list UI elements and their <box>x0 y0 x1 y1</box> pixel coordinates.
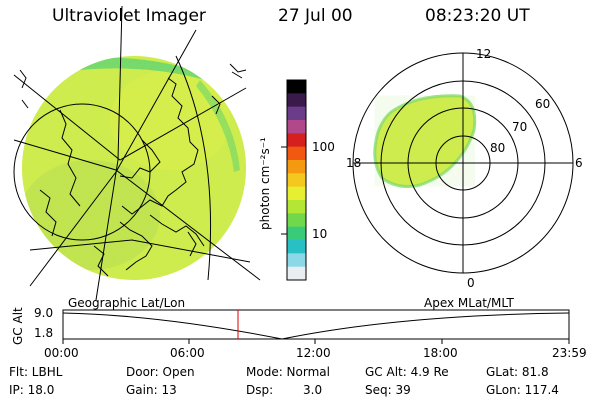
gc-alt-info: GC Alt: 4.9 Re <box>365 365 449 379</box>
colorbar-tick-100: 100 <box>312 140 335 154</box>
geographic-image <box>13 5 261 301</box>
filter-info: Flt: LBHL <box>9 365 63 379</box>
colorbar-cell <box>287 253 306 268</box>
gc-alt-axis-title: GC Alt <box>11 307 25 345</box>
colorbar-cell <box>287 133 306 148</box>
colorbar-cell <box>287 266 306 281</box>
colorbar <box>281 79 307 281</box>
mlat-label-60: 60 <box>535 97 551 111</box>
mlat-label-70: 70 <box>512 120 528 134</box>
dsp-label: Dsp: <box>246 383 274 397</box>
dsp-value: 3.0 <box>303 383 323 397</box>
geographic-label: Geographic Lat/Lon <box>68 296 186 310</box>
colorbar-cell <box>287 213 306 228</box>
y-tick-9: 9.0 <box>34 306 54 320</box>
coastlines <box>39 77 221 277</box>
x-tick-1200: 12:00 <box>296 346 331 360</box>
x-tick-0000: 00:00 <box>44 346 79 360</box>
mlt-label-18: 18 <box>346 156 362 170</box>
observation-time: 08:23:20 UT <box>425 6 530 26</box>
seq-info: Seq: 39 <box>365 383 411 397</box>
colorbar-cell <box>287 106 306 121</box>
apex-label: Apex MLat/MLT <box>424 296 514 310</box>
colorbar-cell <box>287 173 306 188</box>
colorbar-cell <box>287 200 306 214</box>
colorbar-cell <box>287 240 306 254</box>
colorbar-label: photon cm⁻²s⁻¹ <box>258 137 272 230</box>
colorbar-cell <box>287 186 306 201</box>
mode-info: Mode: Normal <box>246 365 330 379</box>
geo-grid <box>13 5 261 301</box>
ip-info: IP: 18.0 <box>9 383 55 397</box>
colorbar-tick-10: 10 <box>312 227 328 241</box>
colorbar-cell <box>287 120 306 134</box>
x-tick-2359: 23:59 <box>552 346 587 360</box>
instrument-title: Ultraviolet Imager <box>52 6 206 26</box>
mlt-label-12: 12 <box>476 47 492 61</box>
polar-plot <box>352 52 574 274</box>
mlt-label-0: 0 <box>467 276 475 290</box>
x-tick-1800: 18:00 <box>423 346 458 360</box>
x-tick-0600: 06:00 <box>170 346 205 360</box>
altitude-strip <box>62 309 570 344</box>
colorbar-cell <box>287 160 306 174</box>
observation-date: 27 Jul 00 <box>278 6 353 26</box>
door-info: Door: Open <box>126 365 195 379</box>
gain-info: Gain: 13 <box>126 383 177 397</box>
altitude-trace <box>62 312 570 340</box>
colorbar-cell <box>287 146 306 161</box>
colorbar-cell <box>287 80 306 94</box>
y-tick-1-8: 1.8 <box>34 326 54 340</box>
mlt-label-6: 6 <box>575 156 583 170</box>
glon-info: GLon: 117.4 <box>486 383 559 397</box>
glat-info: GLat: 81.8 <box>486 365 549 379</box>
mlat-label-80: 80 <box>490 141 506 155</box>
colorbar-cell <box>287 93 306 108</box>
colorbar-cell <box>287 226 306 241</box>
